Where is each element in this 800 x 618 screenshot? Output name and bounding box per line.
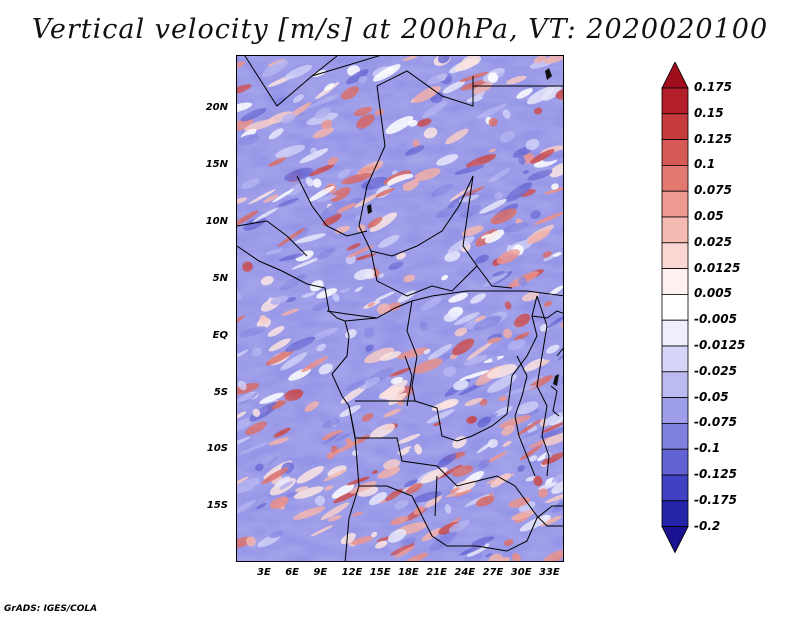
colorbar-tick-label: -0.005 — [694, 312, 737, 327]
colorbar-segment — [661, 345, 689, 373]
colorbar-segment — [661, 113, 689, 140]
lat-tick-label: 15S — [206, 500, 228, 511]
colorbar-tick-label: -0.0125 — [694, 338, 746, 352]
grads-credit: GrADS: IGES/COLA — [4, 604, 98, 614]
colorbar-segment — [661, 448, 689, 476]
colorbar-segment — [661, 242, 689, 270]
lat-tick-label: EQ — [212, 330, 228, 341]
lat-tick-label: 15N — [205, 159, 228, 170]
colorbar-tick-label: 0.125 — [694, 131, 732, 146]
chart-title: Vertical velocity [m/s] at 200hPa, VT: 2… — [31, 14, 769, 45]
lat-tick-label: 10N — [205, 216, 228, 227]
lakes-and-coast-features — [367, 68, 559, 386]
colorbar-segment — [661, 500, 689, 527]
colorbar-tick-label: 0.175 — [694, 80, 732, 94]
colorbar-tick-label: -0.2 — [694, 518, 721, 533]
velocity-field-map — [237, 56, 563, 561]
lat-tick-label: 5S — [213, 387, 228, 398]
lon-tick-label: 18E — [398, 567, 419, 578]
lat-tick-label: 10S — [206, 443, 228, 454]
colorbar-segment — [661, 62, 689, 89]
colorbar-tick-label: -0.175 — [694, 492, 737, 507]
colorbar-tick-label: 0.05 — [694, 209, 724, 223]
colorbar-tick-label: -0.075 — [694, 415, 737, 430]
colorbar-segment — [661, 190, 689, 218]
colorbar-tick-label: 0.1 — [694, 157, 716, 172]
colorbar-tick-label: -0.025 — [694, 363, 737, 378]
colorbar-tick-label: 0.005 — [694, 286, 732, 301]
map-panel — [236, 55, 564, 562]
colorbar-segment — [661, 422, 689, 450]
lon-tick-label: 33E — [539, 567, 560, 578]
lon-tick-label: 9E — [313, 567, 328, 578]
colorbar-segment — [661, 371, 689, 398]
lat-tick-label: 20N — [205, 102, 228, 113]
colorbar-segment — [661, 293, 689, 321]
colorbar-tick-label: -0.05 — [694, 389, 729, 404]
lon-tick-label: 15E — [369, 567, 391, 578]
colorbar-tick-label: 0.0125 — [694, 260, 741, 275]
lon-tick-label: 21E — [426, 567, 447, 578]
colorbar-segment — [661, 474, 689, 502]
lon-tick-label: 24E — [454, 567, 476, 578]
colorbar-segment — [661, 526, 689, 554]
colorbar-tick-label: -0.1 — [694, 441, 721, 456]
lon-tick-label: 27E — [482, 567, 504, 578]
field-texture — [237, 56, 563, 561]
colorbar-segment — [661, 87, 689, 115]
country-borders — [237, 56, 563, 561]
colorbar-segment — [661, 268, 689, 295]
lon-tick-label: 6E — [285, 567, 299, 578]
colorbar-segment — [661, 139, 689, 166]
colorbar-segment — [661, 319, 689, 347]
colorbar-segment — [661, 165, 689, 192]
lon-tick-label: 12E — [341, 567, 363, 578]
lon-tick-label: 3E — [257, 567, 271, 578]
lon-tick-label: 30E — [510, 567, 532, 578]
colorbar-segment — [661, 216, 689, 244]
colorbar-tick-label: -0.125 — [694, 467, 737, 481]
lat-tick-label: 5N — [212, 273, 228, 284]
colorbar-tick-label: 0.025 — [694, 234, 732, 249]
colorbar-segment — [661, 397, 689, 424]
colorbar-tick-label: 0.15 — [694, 105, 724, 120]
colorbar-tick-label: 0.075 — [694, 183, 732, 198]
colorbar — [661, 62, 689, 554]
